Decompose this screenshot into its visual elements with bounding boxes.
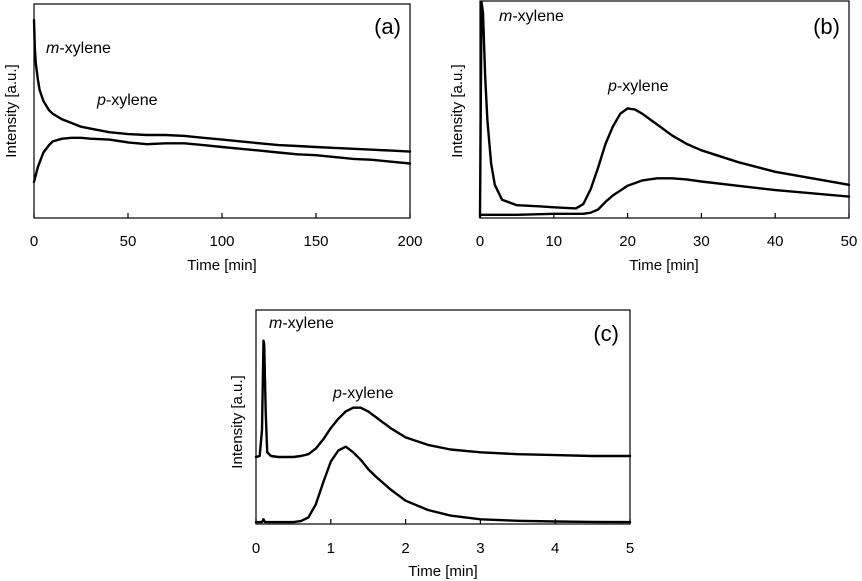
panel-a-m-xylene-label: m-xylene: [46, 40, 111, 57]
panel-a-x-tick-label-4: 200: [397, 233, 422, 250]
panel-a-p-xylene-curve: [32, 136, 412, 184]
panel-c-x-tick-label-0: 0: [252, 540, 260, 557]
panel-b-p-xylene-label: p-xylene: [607, 78, 669, 95]
panel-b-x-tick-label-2: 20: [619, 233, 636, 250]
panel-c-x-ticks: 0 1 2 3 4 5: [252, 519, 634, 557]
panel-a-x-tick-label-0: 0: [30, 233, 38, 250]
panel-a-x-tick-label-3: 150: [303, 233, 328, 250]
panel-c-x-tick-label-3: 3: [476, 540, 484, 557]
panel-b-x-tick-label-4: 40: [767, 233, 784, 250]
panel-c-x-tick-label-2: 2: [401, 540, 409, 557]
panel-b-x-tick-label-0: 0: [476, 233, 484, 250]
panel-a-p-xylene-label: p-xylene: [96, 92, 158, 109]
panel-c-p-xylene-label: p-xylene: [332, 385, 394, 402]
panel-a-y-axis-label: Intensity [a.u.]: [3, 64, 20, 157]
panel-a-x-axis-label: Time [min]: [187, 257, 256, 274]
panel-c-m-xylene-label: m-xylene: [269, 315, 334, 332]
panel-a-x-ticks: 0 50 100 150 200: [30, 213, 423, 250]
panel-a-letter: (a): [374, 14, 401, 39]
panel-b-curves: [478, 0, 851, 219]
panel-b: (b) Time [min] Intensity [a.u.] m-xylene…: [449, 0, 858, 274]
panel-b-x-axis-label: Time [min]: [629, 257, 698, 274]
panel-c: (c) Time [min] Intensity [a.u.] m-xylene…: [229, 309, 634, 580]
panel-a-x-tick-label-2: 100: [209, 233, 234, 250]
panel-b-frame: [479, 0, 850, 219]
panel-b-p-xylene-curve: [478, 177, 851, 217]
panel-b-x-tick-label-5: 50: [841, 233, 858, 250]
panel-a-frame: [33, 3, 411, 219]
panel-b-m-xylene-label: m-xylene: [499, 8, 564, 25]
panel-a-m-xylene-curve: [32, 18, 412, 153]
panel-a-x-tick-label-1: 50: [120, 233, 137, 250]
panel-c-x-tick-label-4: 4: [551, 540, 559, 557]
panel-c-frame: [255, 309, 631, 525]
panel-b-letter: (b): [813, 14, 840, 39]
panel-c-x-tick-label-5: 5: [626, 540, 634, 557]
panel-c-p-xylene-curve: [254, 445, 632, 524]
panel-b-y-axis-label: Intensity [a.u.]: [449, 64, 466, 157]
panel-a: (a) Time [min] Intensity [a.u.] m-xylene…: [3, 3, 423, 274]
panel-b-m-xylene-curve: [478, 0, 851, 219]
panel-b-x-tick-label-3: 30: [693, 233, 710, 250]
panel-c-m-xylene-curve: [254, 339, 632, 459]
panel-c-curves: [254, 339, 632, 524]
panel-c-x-axis-label: Time [min]: [408, 563, 477, 580]
panel-c-x-tick-label-1: 1: [327, 540, 335, 557]
panel-c-letter: (c): [593, 321, 619, 346]
panel-b-x-tick-label-1: 10: [545, 233, 562, 250]
panel-c-y-axis-label: Intensity [a.u.]: [229, 375, 246, 468]
panel-a-curves: [32, 18, 412, 184]
panel-b-x-ticks: 0 10 20 30 40 50: [476, 213, 858, 250]
